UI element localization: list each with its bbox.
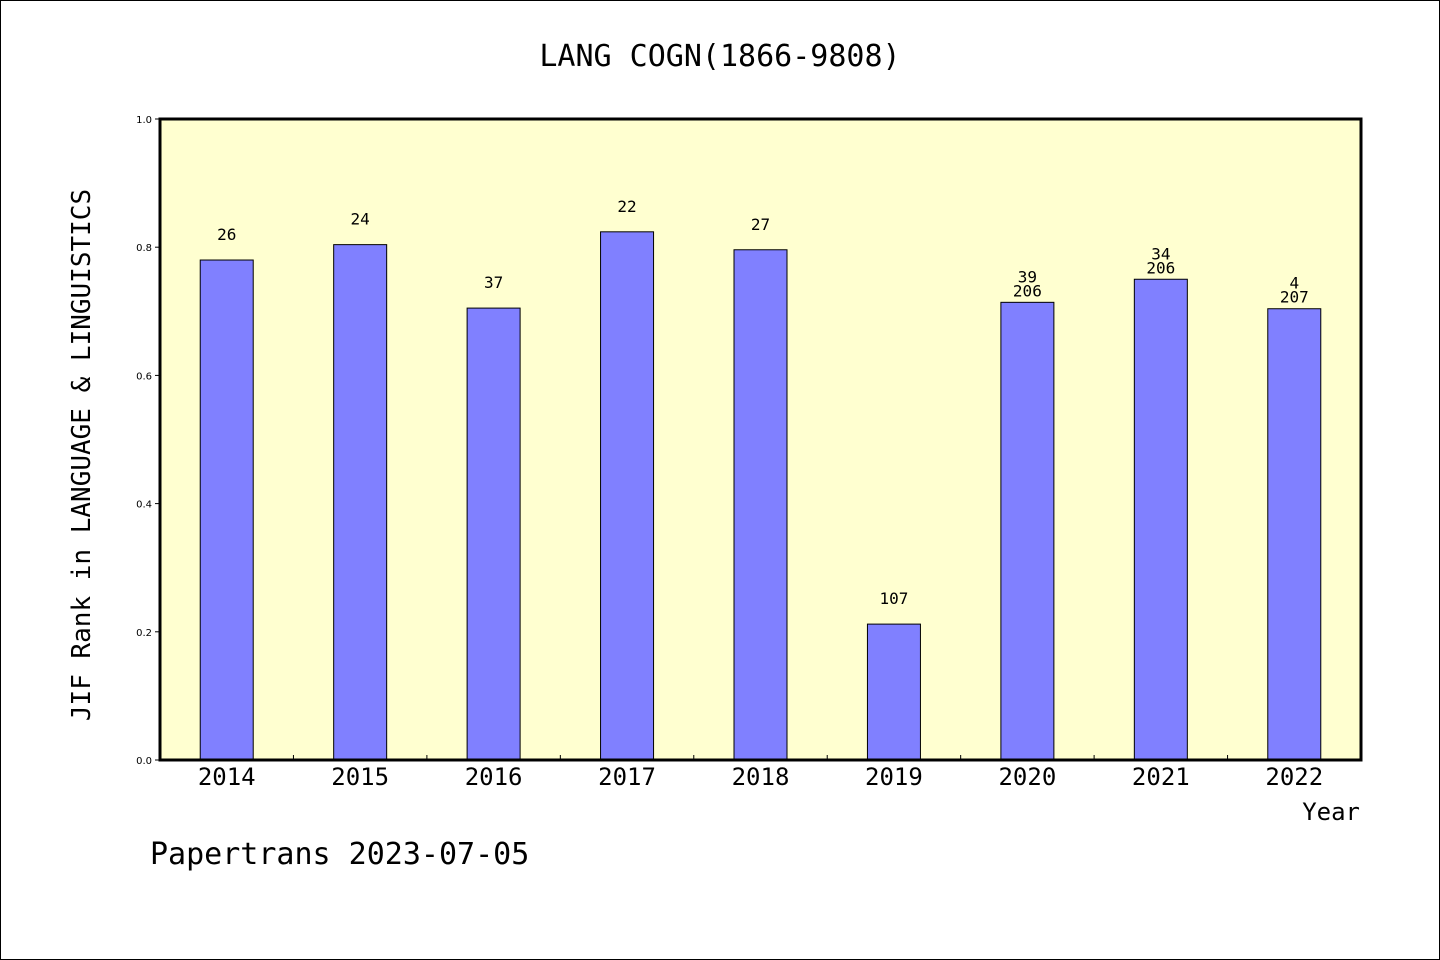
data-label: 39 (1018, 267, 1037, 286)
bar-2015 (333, 244, 388, 761)
x-tick-label: 2019 (865, 763, 923, 791)
bar-2018 (733, 249, 788, 761)
x-tick-label: 2022 (1265, 763, 1323, 791)
x-tick-label: 2016 (465, 763, 523, 791)
x-tick-label: 2018 (732, 763, 790, 791)
y-axis-label: JIF Rank in LANGUAGE & LINGUISTICS (67, 189, 97, 721)
x-tick-label: 2014 (198, 763, 256, 791)
y-tick-label: 1.0 (136, 115, 152, 126)
x-axis-label: Year (1302, 798, 1360, 826)
bar-2014 (199, 259, 254, 761)
x-tick-label: 2021 (1132, 763, 1190, 791)
y-tick-label: 0.8 (136, 243, 152, 254)
data-label: 27 (751, 215, 770, 234)
bar-2022 (1267, 308, 1322, 761)
y-tick-label: 0.0 (136, 756, 152, 767)
bars-group (199, 231, 1322, 761)
footer-text: Papertrans 2023-07-05 (150, 837, 529, 872)
plot-border (158, 117, 1363, 762)
bar-2021 (1133, 278, 1188, 761)
data-label: 206 (1013, 281, 1042, 300)
y-tick-label: 0.4 (136, 500, 152, 511)
axes-group: 2014 2015 2016 2017 2018 2019 2020 2021 2022 0.0 0… (136, 115, 1323, 791)
chart-title: LANG COGN(1866-9808) (539, 39, 900, 74)
data-label: 26 (217, 225, 236, 244)
y-tick-label: 0.6 (136, 371, 152, 382)
x-tick-label: 2017 (598, 763, 656, 791)
data-label: 24 (351, 210, 370, 229)
x-tick-label: 2015 (331, 763, 389, 791)
bar-2020 (1000, 301, 1055, 761)
data-label: 107 (879, 589, 908, 608)
bar-2017 (600, 231, 655, 761)
data-label: 207 (1280, 288, 1309, 307)
bar-2019 (866, 623, 921, 761)
data-label: 37 (484, 273, 503, 292)
y-tick-label: 0.2 (136, 628, 152, 639)
data-label: 22 (617, 197, 636, 216)
data-label: 34 (1151, 244, 1170, 263)
bar-2016 (466, 307, 521, 761)
data-label: 206 (1146, 258, 1175, 277)
x-tick-label: 2020 (998, 763, 1056, 791)
data-label: 4 (1289, 274, 1299, 293)
